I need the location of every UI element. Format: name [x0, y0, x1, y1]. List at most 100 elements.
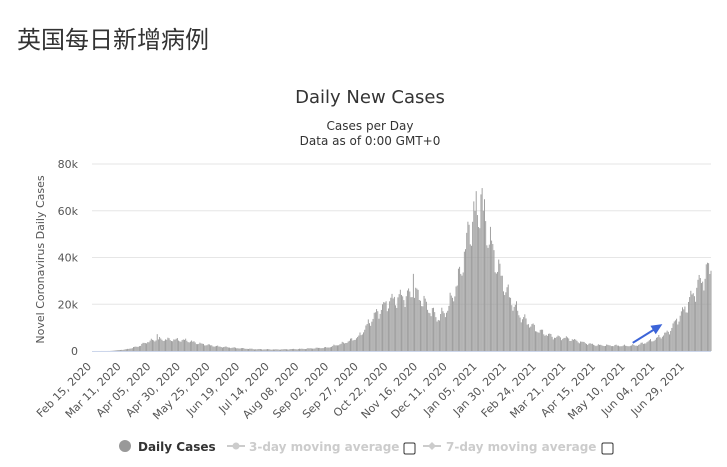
legend-checkbox[interactable]	[601, 442, 614, 455]
daily-cases-bar[interactable]	[582, 341, 584, 351]
daily-cases-bar[interactable]	[607, 344, 609, 351]
daily-cases-bar[interactable]	[347, 341, 349, 351]
daily-cases-bar[interactable]	[174, 339, 176, 351]
daily-cases-bar[interactable]	[701, 283, 702, 351]
daily-cases-bar[interactable]	[117, 350, 119, 351]
legend-checkbox[interactable]	[403, 442, 416, 455]
daily-cases-bar[interactable]	[370, 325, 372, 351]
daily-cases-bar[interactable]	[580, 341, 582, 352]
daily-cases-bar[interactable]	[642, 343, 644, 351]
daily-cases-bar[interactable]	[471, 245, 472, 351]
daily-cases-bar[interactable]	[180, 341, 182, 351]
daily-cases-bar[interactable]	[556, 336, 558, 351]
daily-cases-bar[interactable]	[521, 319, 523, 351]
daily-cases-bar[interactable]	[182, 339, 184, 351]
daily-cases-bar[interactable]	[216, 345, 217, 351]
daily-cases-bar[interactable]	[122, 349, 124, 351]
legend-item[interactable]: 7-day moving average	[423, 440, 614, 455]
daily-cases-bar[interactable]	[225, 346, 227, 351]
daily-cases-bar[interactable]	[631, 345, 633, 351]
daily-cases-bar[interactable]	[193, 341, 195, 351]
daily-cases-bar[interactable]	[589, 343, 591, 351]
daily-cases-bar[interactable]	[538, 332, 540, 351]
daily-cases-bar[interactable]	[533, 324, 535, 351]
daily-cases-bar[interactable]	[708, 263, 710, 351]
daily-cases-bar[interactable]	[350, 338, 351, 351]
daily-cases-bar[interactable]	[472, 221, 474, 351]
daily-cases-bar[interactable]	[691, 294, 693, 351]
daily-cases-bar[interactable]	[461, 275, 463, 351]
daily-cases-bar[interactable]	[366, 324, 368, 351]
daily-cases-bar[interactable]	[633, 344, 635, 351]
daily-cases-bar[interactable]	[405, 296, 407, 351]
daily-cases-bar[interactable]	[670, 330, 672, 351]
daily-cases-bar[interactable]	[288, 349, 290, 351]
daily-cases-bar[interactable]	[494, 272, 496, 351]
daily-cases-bar[interactable]	[406, 290, 408, 352]
daily-cases-bar[interactable]	[503, 291, 504, 351]
daily-cases-bar[interactable]	[408, 288, 410, 351]
daily-cases-bar[interactable]	[357, 336, 359, 351]
daily-cases-bar[interactable]	[685, 312, 687, 351]
daily-cases-bar[interactable]	[474, 210, 476, 351]
daily-cases-bar[interactable]	[677, 324, 679, 351]
daily-cases-bar[interactable]	[444, 317, 446, 351]
daily-cases-bar[interactable]	[680, 311, 682, 351]
daily-cases-bar[interactable]	[409, 291, 411, 351]
daily-cases-bar[interactable]	[495, 273, 497, 351]
daily-cases-bar[interactable]	[514, 304, 516, 351]
daily-cases-bar[interactable]	[559, 337, 561, 351]
daily-cases-bar[interactable]	[492, 244, 494, 351]
daily-cases-bar[interactable]	[319, 347, 321, 351]
daily-cases-bar[interactable]	[257, 349, 259, 351]
daily-cases-bar[interactable]	[250, 348, 252, 351]
daily-cases-bar[interactable]	[434, 312, 436, 351]
daily-cases-bar[interactable]	[268, 349, 270, 351]
daily-cases-bar[interactable]	[526, 324, 528, 351]
daily-cases-bar[interactable]	[513, 306, 515, 351]
daily-cases-bar[interactable]	[430, 316, 432, 351]
daily-cases-bar[interactable]	[665, 332, 667, 352]
daily-cases-bar[interactable]	[331, 346, 332, 351]
daily-cases-bar[interactable]	[224, 346, 226, 351]
daily-cases-bar[interactable]	[297, 348, 299, 351]
daily-cases-bar[interactable]	[554, 337, 555, 351]
daily-cases-bar[interactable]	[348, 340, 350, 351]
daily-cases-bar[interactable]	[600, 344, 602, 351]
daily-cases-bar[interactable]	[423, 295, 425, 351]
daily-cases-bar[interactable]	[229, 347, 231, 351]
daily-cases-bar[interactable]	[440, 314, 442, 351]
daily-cases-bar[interactable]	[620, 346, 622, 351]
daily-cases-bar[interactable]	[175, 338, 177, 351]
daily-cases-bar[interactable]	[570, 341, 572, 351]
daily-cases-bar[interactable]	[615, 344, 617, 351]
daily-cases-bar[interactable]	[278, 349, 280, 351]
daily-cases-bar[interactable]	[568, 338, 570, 351]
daily-cases-bar[interactable]	[601, 345, 603, 351]
daily-cases-bar[interactable]	[676, 318, 678, 351]
daily-cases-bar[interactable]	[696, 287, 698, 351]
daily-cases-bar[interactable]	[160, 338, 162, 351]
daily-cases-bar[interactable]	[602, 345, 604, 351]
daily-cases-bar[interactable]	[637, 345, 638, 351]
daily-cases-bar[interactable]	[369, 323, 370, 351]
daily-cases-bar[interactable]	[384, 302, 386, 351]
daily-cases-bar[interactable]	[422, 306, 424, 351]
daily-cases-bar[interactable]	[561, 340, 563, 351]
daily-cases-bar[interactable]	[237, 348, 239, 351]
daily-cases-bar[interactable]	[361, 334, 363, 351]
daily-cases-bar[interactable]	[344, 343, 346, 351]
daily-cases-bar[interactable]	[124, 349, 126, 351]
daily-cases-bar[interactable]	[429, 313, 431, 351]
daily-cases-bar[interactable]	[262, 349, 264, 351]
daily-cases-bar[interactable]	[159, 336, 161, 351]
daily-cases-bar[interactable]	[246, 348, 248, 351]
daily-cases-bar[interactable]	[442, 311, 444, 351]
daily-cases-bar[interactable]	[133, 347, 134, 351]
daily-cases-bar[interactable]	[226, 347, 228, 351]
daily-cases-bar[interactable]	[267, 349, 268, 351]
daily-cases-bar[interactable]	[424, 298, 426, 351]
daily-cases-bar[interactable]	[664, 332, 666, 351]
daily-cases-bar[interactable]	[360, 335, 362, 351]
daily-cases-bar[interactable]	[236, 348, 238, 351]
